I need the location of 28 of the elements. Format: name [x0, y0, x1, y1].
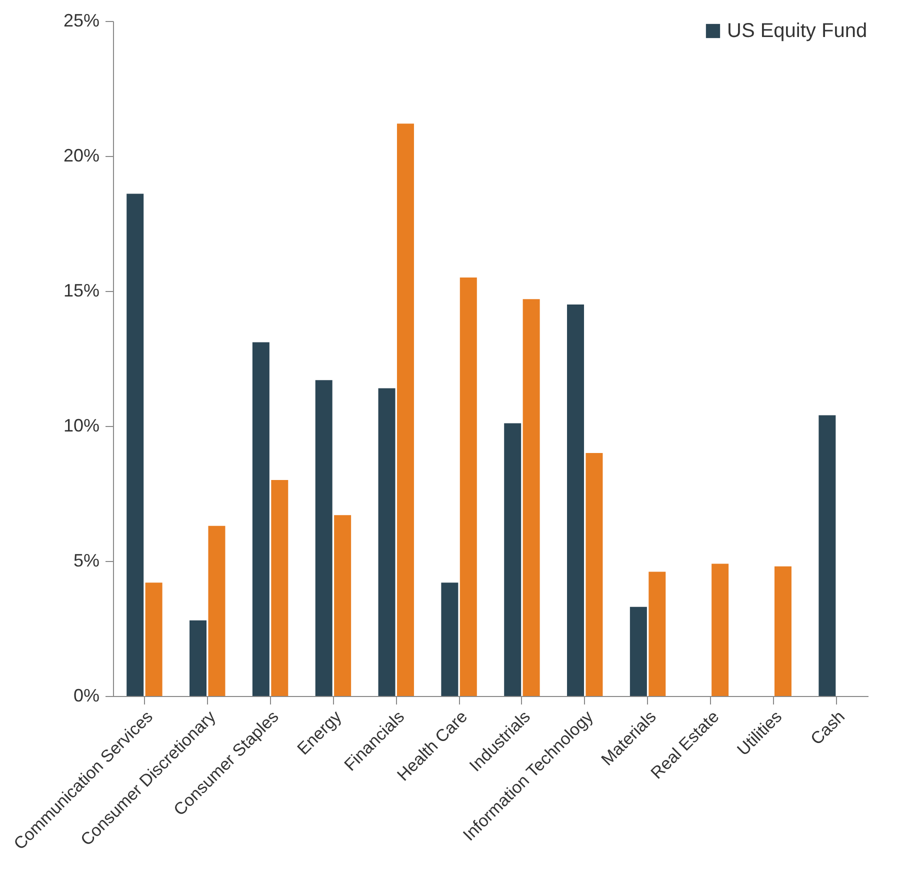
bar — [460, 278, 477, 696]
bar — [648, 572, 666, 696]
y-tick-label: 5% — [73, 550, 100, 570]
bar — [252, 342, 270, 696]
bar — [441, 582, 458, 696]
bar — [190, 620, 207, 696]
y-tick-label: 0% — [73, 686, 100, 706]
y-tick-label: 25% — [63, 10, 100, 30]
y-tick-label: 20% — [63, 146, 100, 166]
bar — [208, 526, 226, 696]
bar — [522, 299, 540, 696]
bar — [334, 515, 352, 696]
y-tick-label: 10% — [63, 416, 100, 436]
bar — [126, 194, 144, 696]
bar — [396, 124, 414, 696]
bar — [712, 564, 729, 696]
bar — [271, 480, 288, 696]
legend-label: US Equity Fund — [727, 20, 868, 42]
bar — [378, 388, 396, 696]
bar — [315, 380, 332, 696]
bar — [586, 453, 603, 696]
bar — [567, 304, 584, 696]
bar — [504, 423, 522, 696]
bar — [145, 582, 162, 696]
bar — [630, 606, 647, 696]
bar — [818, 415, 836, 696]
bar — [774, 566, 792, 696]
y-tick-label: 15% — [63, 280, 100, 300]
